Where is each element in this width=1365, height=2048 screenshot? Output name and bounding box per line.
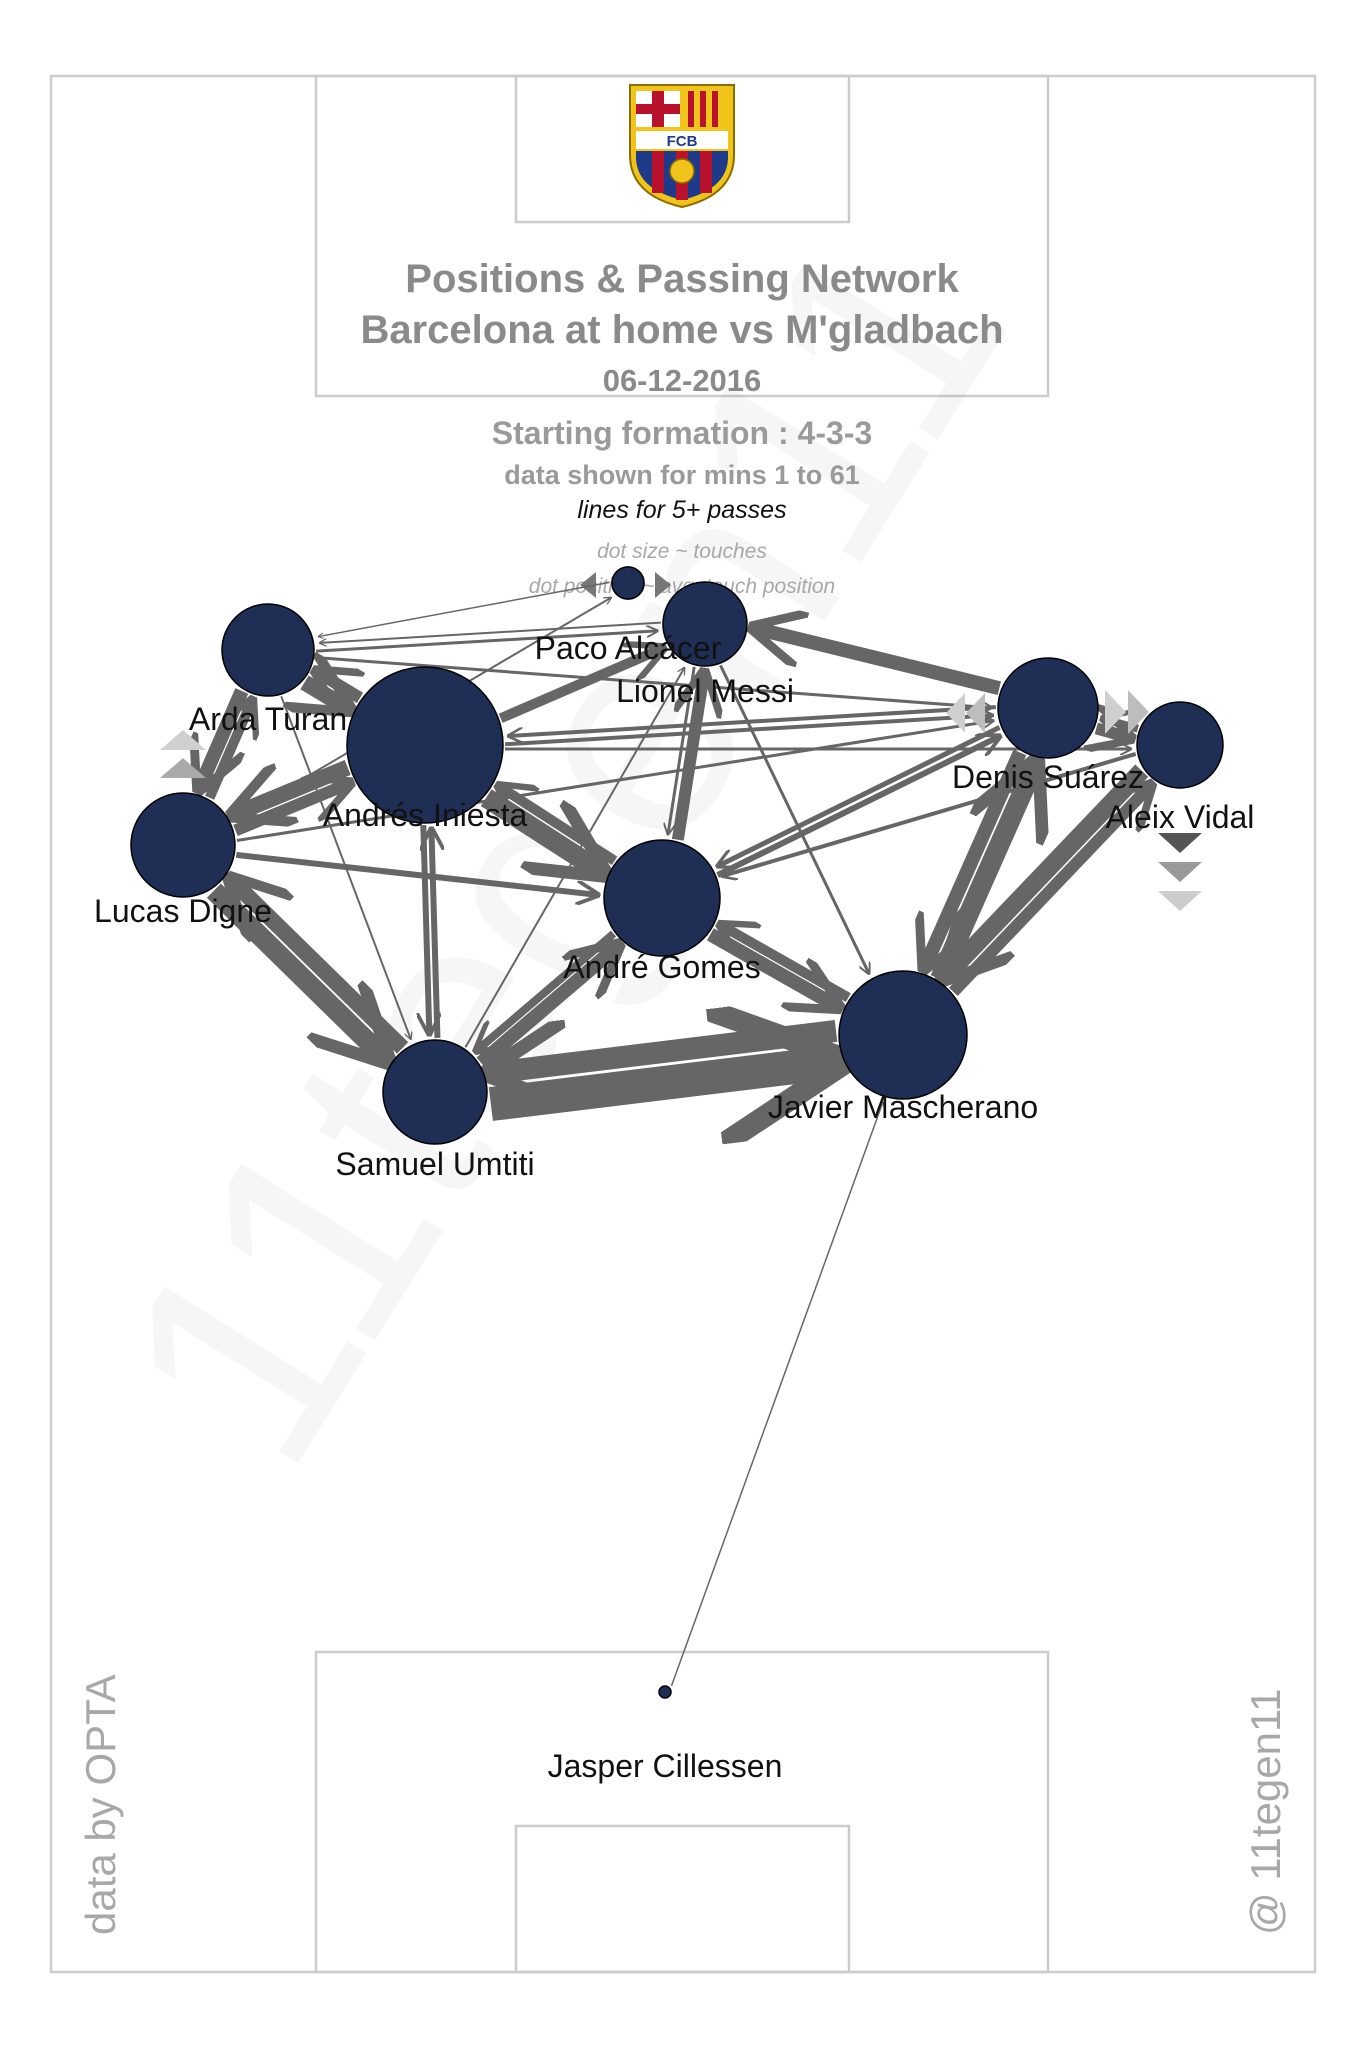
player-node-vidal — [1136, 701, 1224, 789]
pass-line-umtiti-to-digne — [231, 879, 409, 1054]
player-label-gomes: André Gomes — [563, 949, 760, 985]
vidal-down-arrow-icon — [1158, 862, 1202, 882]
bottom-goal-box — [514, 1824, 851, 1974]
pass-line-mascherano-to-gomes — [720, 925, 851, 1002]
pass-line-umtiti-to-iniesta — [431, 829, 437, 1038]
pass-line-gomes-to-umtiti — [476, 930, 617, 1051]
pass-line-vidal-to-gomes — [722, 751, 1137, 876]
pass-line-messi-to-turan — [320, 621, 661, 643]
pitch-markings — [49, 74, 1317, 1974]
player-label-turan: Arda Turan — [189, 701, 347, 737]
dot-position-note: dot position ~ avg. touch position — [529, 575, 835, 598]
pass-line-mascherano-to-vidal — [949, 785, 1151, 996]
pass-line-turan-to-messi — [316, 631, 657, 653]
player-node-digne — [130, 792, 236, 898]
player-label-iniesta: Andrés Iniesta — [323, 797, 528, 833]
pass-line-iniesta-to-umtiti — [423, 824, 429, 1034]
pass-line-digne-to-gomes — [235, 851, 598, 895]
player-label-messi: Lionel Messi — [616, 673, 794, 709]
pass-line-iniesta-to-suarez — [504, 715, 992, 747]
player-node-gomes — [603, 839, 721, 957]
pass-line-gomes-to-suarez — [716, 736, 1000, 878]
fcb-crest-icon: FCB — [629, 84, 735, 209]
pass-line-suarez-to-messi — [753, 628, 1001, 695]
player-label-vidal: Aleix Vidal — [1106, 799, 1255, 835]
player-label-mascherano: Javier Mascherano — [768, 1089, 1038, 1125]
pass-line-suarez-to-gomes — [718, 725, 1001, 866]
player-node-cillessen — [658, 1685, 672, 1699]
pass-line-iniesta-to-turan — [316, 671, 360, 698]
vidal-down-arrow-icon — [1158, 891, 1202, 911]
turan-up-arrow-icon — [160, 730, 206, 750]
player-node-alcacer — [611, 566, 645, 600]
top-goal-box — [514, 74, 851, 224]
player-label-cillessen: Jasper Cillessen — [548, 1748, 783, 1784]
pass-line-suarez-to-vidal — [1096, 728, 1131, 738]
pass-line-gomes-to-iniesta — [499, 786, 618, 866]
bottom-penalty-box — [314, 1650, 1050, 1974]
player-label-suarez: Denis Suárez — [952, 759, 1144, 795]
player-labels: Arda Turan Andrés Iniesta Lucas Digne Li… — [94, 630, 1254, 1784]
data-source-credit: data by OPTA — [77, 1674, 124, 1935]
vidal-right-arrow-icon — [1105, 690, 1126, 734]
pass-line-suarez-to-iniesta — [509, 705, 996, 736]
pass-line-turan-to-umtiti — [280, 695, 411, 1039]
pass-line-digne-to-iniesta — [233, 783, 349, 837]
pass-line-digne-to-turan — [205, 700, 253, 800]
pass-line-messi-to-gomes — [668, 666, 696, 834]
lines-note: lines for 5+ passes — [577, 496, 786, 524]
pass-line-turan-to-suarez — [315, 656, 992, 708]
player-node-mascherano — [838, 970, 968, 1100]
player-node-turan — [221, 603, 315, 697]
crest-letters: FCB — [667, 133, 698, 150]
pass-line-digne-to-suarez — [236, 721, 993, 842]
player-node-umtiti — [382, 1039, 488, 1145]
match-date: 06-12-2016 — [603, 363, 762, 398]
pass-line-umtiti-to-messi — [464, 668, 684, 1048]
player-node-suarez — [997, 657, 1099, 759]
player-node-iniesta — [346, 666, 504, 824]
vidal-down-arrow-icon — [1158, 833, 1202, 853]
pass-lines — [199, 581, 1151, 1687]
pass-line-iniesta-to-messi — [498, 648, 664, 723]
minutes-label: data shown for mins 1 to 61 — [504, 460, 860, 490]
direction-indicators — [160, 690, 1202, 911]
dot-size-note: dot size ~ touches — [597, 540, 767, 563]
turan-up-arrow-icon — [160, 758, 206, 778]
vidal-right-arrow-icon — [1128, 690, 1149, 734]
player-node-messi — [662, 581, 748, 667]
player-label-digne: Lucas Digne — [94, 893, 272, 929]
player-label-umtiti: Samuel Umtiti — [335, 1146, 534, 1182]
title-line-2: Barcelona at home vs M'gladbach — [360, 308, 1003, 352]
author-credit: @ 11tegen11 — [1242, 1688, 1289, 1935]
pass-line-alcacer-to-turan — [318, 581, 610, 636]
suarez-left-arrow-icon — [966, 693, 985, 733]
pass-line-messi-to-mascherano — [719, 664, 869, 973]
pass-line-mascherano-to-umtiti — [491, 1031, 838, 1073]
pass-line-gomes-to-messi — [671, 672, 704, 841]
player-nodes — [130, 566, 1224, 1699]
suarez-left-arrow-icon — [946, 693, 965, 733]
pass-line-cillessen-to-mascherano — [670, 1102, 882, 1687]
player-label-alcacer: Paco Alcácer — [535, 630, 722, 666]
formation-label: Starting formation : 4-3-3 — [492, 415, 872, 451]
title-line-1: Positions & Passing Network — [405, 257, 959, 301]
